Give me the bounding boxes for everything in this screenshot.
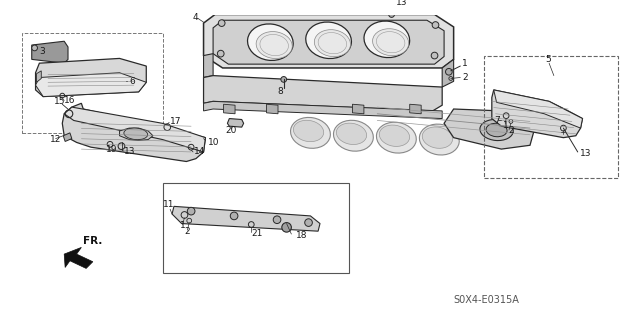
Polygon shape: [62, 103, 205, 161]
Ellipse shape: [422, 127, 452, 148]
Ellipse shape: [293, 120, 324, 142]
Polygon shape: [204, 101, 442, 119]
Text: 8: 8: [277, 87, 283, 96]
Circle shape: [218, 50, 224, 57]
Text: 4: 4: [192, 13, 198, 22]
Ellipse shape: [486, 123, 507, 137]
Polygon shape: [32, 41, 68, 63]
Polygon shape: [213, 20, 444, 64]
Text: 2: 2: [508, 126, 514, 136]
Circle shape: [281, 77, 287, 82]
Text: 19: 19: [106, 145, 118, 153]
Polygon shape: [172, 206, 320, 231]
Circle shape: [431, 52, 438, 59]
Polygon shape: [64, 107, 205, 152]
Text: 21: 21: [252, 229, 262, 238]
Ellipse shape: [333, 120, 373, 151]
Ellipse shape: [124, 128, 148, 140]
Text: S0X4-E0315A: S0X4-E0315A: [454, 295, 520, 305]
Polygon shape: [204, 14, 454, 68]
Text: FR.: FR.: [83, 236, 102, 246]
Polygon shape: [223, 104, 235, 114]
Ellipse shape: [419, 124, 460, 155]
Text: 18: 18: [296, 232, 308, 241]
Text: 13: 13: [580, 149, 591, 158]
Text: 2: 2: [184, 227, 190, 236]
Circle shape: [388, 12, 394, 17]
Ellipse shape: [337, 123, 367, 145]
Ellipse shape: [480, 119, 513, 141]
Polygon shape: [442, 59, 454, 87]
Circle shape: [230, 212, 238, 220]
Polygon shape: [227, 119, 244, 127]
Text: 2: 2: [462, 73, 468, 82]
Text: 1: 1: [462, 59, 468, 68]
Circle shape: [218, 20, 225, 26]
Polygon shape: [36, 71, 42, 82]
Polygon shape: [493, 90, 582, 128]
Text: 1: 1: [180, 221, 186, 230]
Bar: [163, 182, 349, 273]
Polygon shape: [63, 133, 72, 141]
Circle shape: [305, 219, 312, 226]
Polygon shape: [492, 90, 582, 137]
Text: 6: 6: [129, 77, 135, 86]
Text: 20: 20: [225, 125, 237, 135]
Text: 1: 1: [503, 121, 509, 130]
Text: 17: 17: [170, 117, 182, 126]
Polygon shape: [353, 104, 364, 114]
Text: 16: 16: [64, 96, 76, 105]
Polygon shape: [204, 54, 213, 78]
Circle shape: [282, 223, 291, 232]
Polygon shape: [266, 104, 278, 114]
Polygon shape: [444, 109, 535, 149]
Circle shape: [445, 69, 452, 75]
Text: 13: 13: [124, 146, 136, 155]
Ellipse shape: [256, 32, 292, 58]
Circle shape: [188, 207, 195, 215]
Polygon shape: [36, 73, 147, 97]
Text: 15: 15: [54, 97, 65, 106]
Polygon shape: [120, 128, 153, 140]
Polygon shape: [204, 76, 442, 111]
Text: 12: 12: [50, 135, 61, 144]
Ellipse shape: [248, 24, 293, 60]
Ellipse shape: [372, 29, 409, 56]
Ellipse shape: [364, 21, 410, 57]
Text: 14: 14: [194, 147, 205, 156]
Ellipse shape: [314, 30, 351, 56]
Ellipse shape: [380, 125, 410, 146]
Ellipse shape: [306, 22, 351, 58]
Ellipse shape: [291, 117, 330, 148]
Text: 10: 10: [209, 138, 220, 147]
Text: 13: 13: [396, 0, 408, 7]
Text: 3: 3: [40, 47, 45, 56]
Bar: [22, 33, 163, 133]
Circle shape: [273, 216, 281, 224]
Bar: [484, 56, 618, 178]
Polygon shape: [410, 104, 421, 114]
Text: 7: 7: [493, 116, 499, 125]
Polygon shape: [36, 58, 147, 97]
Circle shape: [32, 45, 38, 51]
Ellipse shape: [376, 122, 416, 153]
Circle shape: [432, 22, 439, 28]
Text: 5: 5: [545, 55, 551, 64]
Text: 11: 11: [163, 200, 174, 209]
Polygon shape: [64, 248, 93, 268]
